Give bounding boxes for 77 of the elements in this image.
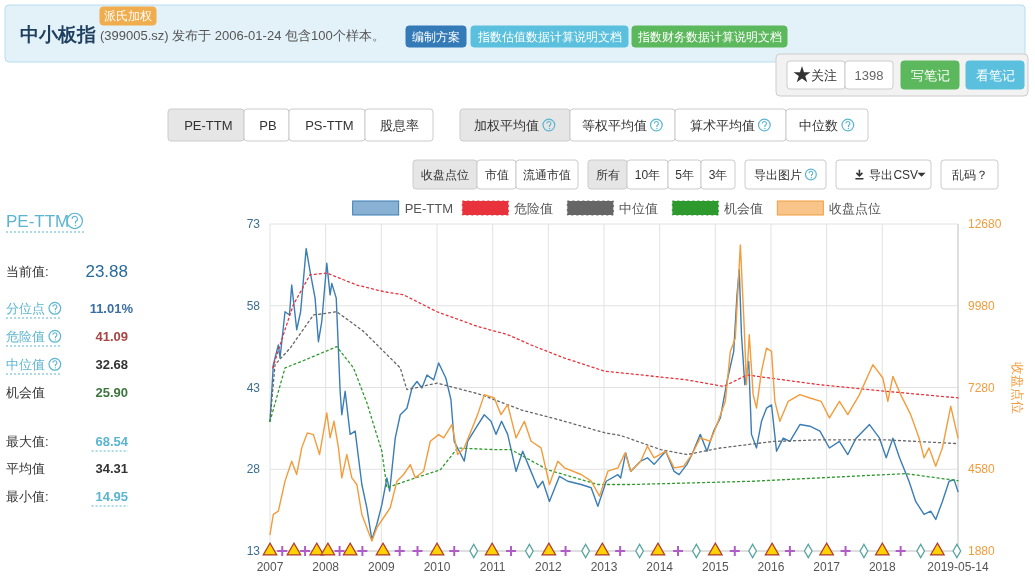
text: 32.68	[95, 357, 128, 372]
text: 编制方案	[412, 29, 460, 44]
chart-subtitle: (399005.sz) 发布于 2006-01-24 包含100个样本。	[100, 28, 385, 43]
text: 平均值	[6, 461, 45, 476]
text: 3年	[708, 167, 728, 182]
y-tick-label: 13	[246, 544, 261, 558]
text: PS-TTM	[305, 117, 354, 133]
text: 流通市值	[523, 167, 571, 182]
text: 5年	[675, 167, 694, 182]
text: 41.09	[95, 329, 128, 344]
text: PE-TTM	[6, 212, 70, 231]
text: 指数估值数据计算说明文档	[476, 29, 622, 44]
y-tick-label: 28	[246, 462, 261, 477]
x-tick-label: 2009	[367, 560, 395, 574]
text: 中位值	[6, 357, 45, 372]
legend-label: 机会值	[724, 201, 764, 216]
y2-axis-title: 收盘点位	[1010, 361, 1025, 414]
x-tick-label: 2013	[590, 560, 618, 574]
line-series	[269, 345, 959, 489]
text: 市值	[484, 167, 509, 182]
y2-tick-label: 12680	[968, 217, 1002, 231]
text: 乱码？	[951, 167, 988, 182]
text: 收盘点位	[421, 167, 469, 182]
text: 11.01%	[89, 301, 134, 316]
text: 写笔记	[910, 67, 950, 83]
x-tick-label: 2017	[813, 560, 841, 574]
text: 14.95	[95, 489, 128, 504]
text: 股息率	[379, 117, 419, 133]
x-tick-label: 2007	[256, 560, 284, 574]
text: 等权平均值	[581, 117, 647, 133]
x-tick-label: 2012	[534, 560, 562, 574]
text: 中小板指	[20, 24, 96, 45]
text: 导出图片	[753, 167, 802, 182]
y2-tick-label: 7280	[968, 380, 996, 395]
legend-label: 中位值	[619, 201, 659, 216]
text: 看笔记	[975, 67, 1015, 83]
text: 分位点	[6, 301, 45, 316]
text: 68.54	[95, 434, 129, 449]
x-tick-label: 2008	[312, 560, 340, 574]
x-tick-label: 2018	[868, 560, 896, 574]
x-tick-label: 2019-05-14	[927, 560, 990, 574]
y-tick-label: 58	[246, 298, 261, 313]
x-tick-label: 2016	[757, 560, 785, 574]
line-series	[269, 311, 959, 456]
text: 导出CSV	[869, 167, 919, 182]
text: 算术平均值	[689, 117, 755, 133]
y2-tick-label: 9980	[968, 298, 996, 313]
text: 1398	[854, 67, 884, 83]
legend-label: 危险值	[514, 201, 554, 216]
text: 10年	[634, 167, 661, 182]
text: 指数财务数据计算说明文档	[636, 29, 782, 44]
text: 23.88	[85, 262, 128, 281]
text: 最小值:	[6, 489, 49, 504]
line-series	[272, 272, 959, 399]
text: 派氏加权	[104, 9, 152, 24]
text: PB	[259, 117, 277, 133]
text: 当前值:	[6, 264, 49, 279]
y2-tick-label: 1880	[968, 544, 996, 558]
y2-tick-label: 4580	[968, 462, 996, 477]
legend-label: PE-TTM	[404, 201, 454, 216]
y-tick-label: 43	[246, 380, 261, 395]
text: 中位数	[799, 117, 838, 133]
x-tick-label: 2014	[646, 560, 674, 574]
x-tick-label: 2015	[701, 560, 729, 574]
text: 关注	[811, 67, 837, 83]
text: 加权平均值	[474, 117, 539, 133]
x-tick-label: 2010	[423, 560, 451, 574]
text: 25.90	[95, 385, 128, 400]
text: 机会值	[6, 385, 45, 400]
y-tick-label: 73	[246, 217, 261, 231]
legend-label: 收盘点位	[829, 201, 882, 216]
text: 危险值	[6, 329, 45, 344]
text: PE-TTM	[184, 117, 233, 133]
text: 所有	[595, 167, 620, 182]
text: 34.31	[95, 461, 128, 476]
x-tick-label: 2011	[479, 560, 506, 574]
text: 最大值:	[6, 434, 49, 449]
